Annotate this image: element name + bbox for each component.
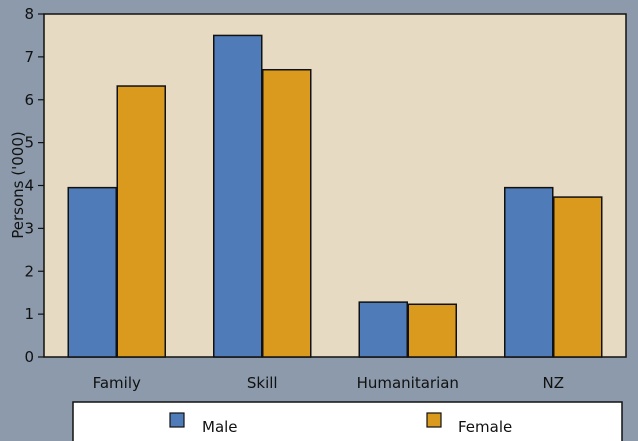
y-tick-label: 1	[24, 305, 34, 323]
bar-female-family	[116, 85, 166, 358]
legend: Male Female	[72, 401, 623, 441]
y-tick-label: 7	[24, 48, 34, 66]
legend-label-female: Female	[458, 418, 512, 436]
y-axis: 0 1 2 3 4 5 6 7 8	[24, 5, 44, 366]
y-tick-label: 0	[24, 348, 34, 366]
x-tick-label: NZ	[543, 374, 565, 392]
legend-swatch-male	[169, 412, 185, 428]
legend-box	[72, 401, 623, 441]
legend-label-male: Male	[202, 418, 238, 436]
x-axis: Family Skill Humanitarian NZ	[93, 374, 564, 392]
y-axis-title: Persons ('000)	[9, 131, 27, 238]
y-tick-label: 5	[24, 134, 34, 152]
x-tick-label: Skill	[247, 374, 278, 392]
bar-male-nz	[504, 186, 554, 358]
bar-female-skill	[262, 68, 312, 358]
y-tick-label: 8	[24, 5, 34, 23]
bars-group	[67, 34, 603, 358]
y-tick-label: 2	[24, 262, 34, 280]
bar-female-nz	[553, 196, 603, 358]
bar-male-family	[67, 186, 117, 358]
y-tick-label: 3	[24, 219, 34, 237]
y-tick-label: 4	[24, 177, 34, 195]
legend-swatch-female	[426, 412, 442, 428]
bar-female-humanitarian	[407, 303, 457, 358]
bar-male-skill	[213, 34, 263, 358]
x-tick-label: Humanitarian	[357, 374, 459, 392]
y-tick-label: 6	[24, 91, 34, 109]
bar-male-humanitarian	[358, 301, 408, 358]
x-tick-label: Family	[93, 374, 141, 392]
